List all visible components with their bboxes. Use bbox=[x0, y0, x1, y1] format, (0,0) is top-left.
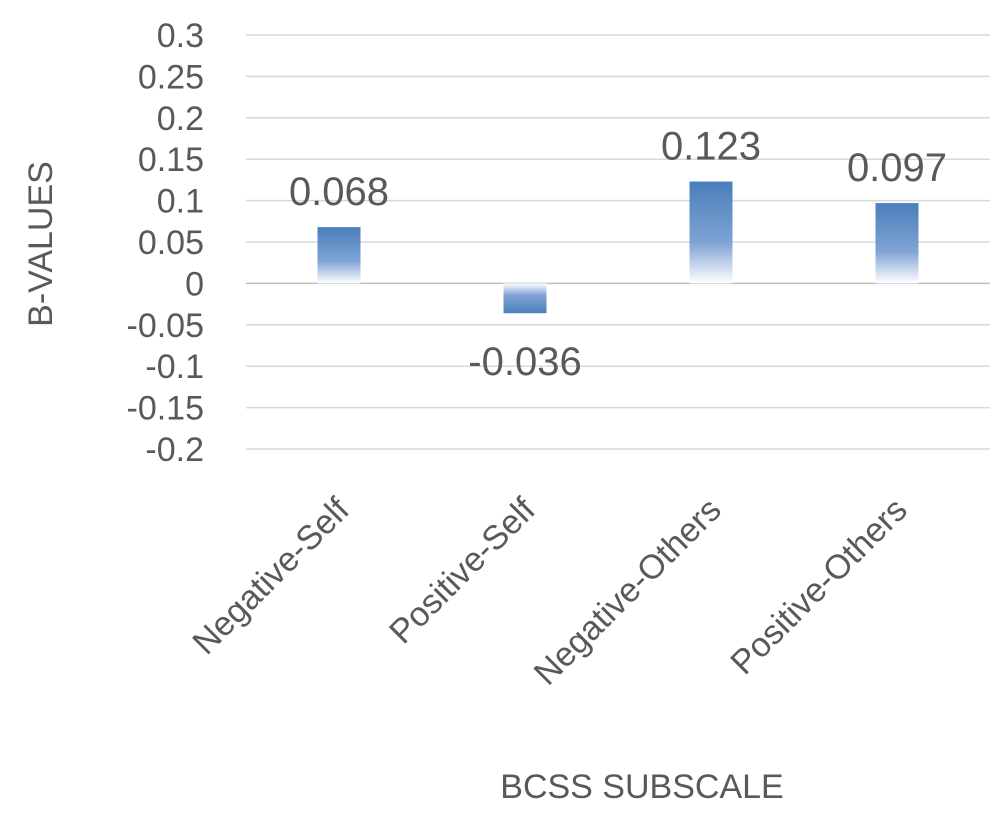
bars bbox=[317, 181, 919, 314]
data-label: 0.097 bbox=[847, 146, 947, 190]
y-tick-label: 0.05 bbox=[138, 224, 204, 262]
y-axis-title: B-VALUES bbox=[22, 161, 60, 327]
x-axis-title: BCSS SUBSCALE bbox=[500, 768, 783, 806]
bar-positive-others bbox=[875, 203, 919, 284]
y-tick-label: -0.1 bbox=[145, 348, 204, 386]
y-tick-label: 0.15 bbox=[138, 141, 204, 179]
y-tick-label: 0.3 bbox=[157, 17, 204, 55]
bar-negative-others bbox=[689, 181, 733, 284]
bar-positive-self bbox=[503, 283, 547, 314]
y-tick-label: 0.1 bbox=[157, 183, 204, 221]
y-axis-tick-labels: 0.30.25 0.20.15 0.10.050 -0.05-0.1 -0.15-0.2 bbox=[127, 17, 205, 469]
gridlines bbox=[246, 34, 990, 450]
y-tick-label: 0.2 bbox=[157, 100, 204, 138]
y-tick-label: 0 bbox=[185, 265, 204, 303]
bar-negative-self bbox=[317, 227, 361, 284]
y-tick-label: -0.2 bbox=[145, 431, 204, 469]
data-label: -0.036 bbox=[468, 340, 581, 384]
x-tick-label: Positive-Others bbox=[723, 491, 914, 682]
y-tick-label: 0.25 bbox=[138, 58, 204, 96]
x-tick-label: Negative-Self bbox=[185, 490, 357, 662]
y-tick-label: -0.15 bbox=[127, 390, 205, 428]
x-axis-tick-labels: Negative-Self Positive-SelfNegative-Other… bbox=[185, 490, 914, 692]
data-labels: 0.068 -0.036 0.123 0.097 bbox=[289, 125, 947, 385]
y-tick-label: -0.05 bbox=[127, 307, 205, 345]
x-tick-label: Positive-Self bbox=[382, 490, 543, 651]
data-label: 0.068 bbox=[289, 170, 389, 214]
data-label: 0.123 bbox=[661, 125, 761, 169]
x-tick-label: Negative-Others bbox=[527, 491, 729, 693]
